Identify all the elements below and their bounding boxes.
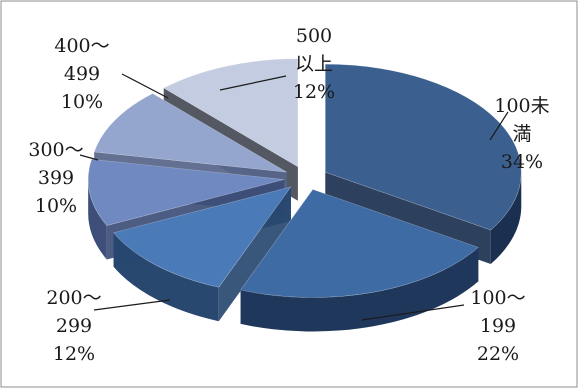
- slice-2-top: [240, 189, 479, 298]
- label-slice-3-line-2: 299: [56, 315, 92, 337]
- slice-2-rim: [240, 247, 479, 332]
- label-slice-1-line-2: 満: [512, 123, 531, 145]
- leader-line-5: [121, 73, 169, 99]
- leader-line-1: [489, 111, 509, 141]
- label-slice-5-line-1: 400～: [54, 35, 109, 57]
- leader-line-6: [219, 75, 287, 91]
- label-slice-1-line-3: 34%: [501, 151, 543, 173]
- label-slice-2-line-3: 22%: [477, 343, 519, 365]
- slice-1-top: [324, 63, 522, 231]
- label-slice-3-line-1: 200～: [46, 287, 101, 309]
- label-slice-1-line-1: 100未: [494, 95, 549, 117]
- slice-1-rim: [490, 172, 522, 265]
- label-slice-3-line-3: 12%: [53, 343, 95, 365]
- slice-6-top: [163, 58, 299, 168]
- label-slice-6-line-2: 以上: [295, 53, 333, 75]
- slice-2: [240, 189, 479, 332]
- leader-lines: [79, 73, 509, 321]
- label-slice-4-line-2: 399: [38, 167, 74, 189]
- slice-3-rim: [113, 232, 219, 322]
- slice-3-top: [113, 186, 292, 288]
- label-slice-2-line-2: 199: [480, 315, 516, 337]
- slice-5-top: [93, 93, 287, 173]
- label-slice-6-line-3: 12%: [293, 81, 335, 103]
- slice-4-rim: [88, 179, 107, 260]
- label-slice-4-line-1: 300～: [28, 139, 83, 161]
- label-slice-5-line-2: 499: [64, 63, 100, 85]
- label-slice-5-line-3: 10%: [61, 91, 103, 113]
- leader-line-2: [361, 304, 465, 321]
- slices-layer: [87, 58, 522, 332]
- slice-3: [113, 186, 292, 322]
- leader-line-4: [79, 154, 99, 161]
- slice-4-top: [87, 158, 285, 226]
- leader-line-3: [93, 299, 171, 311]
- label-slice-2-line-1: 100～: [470, 287, 525, 309]
- label-slice-4-line-3: 10%: [35, 195, 77, 217]
- label-slice-6-line-1: 500: [296, 25, 332, 47]
